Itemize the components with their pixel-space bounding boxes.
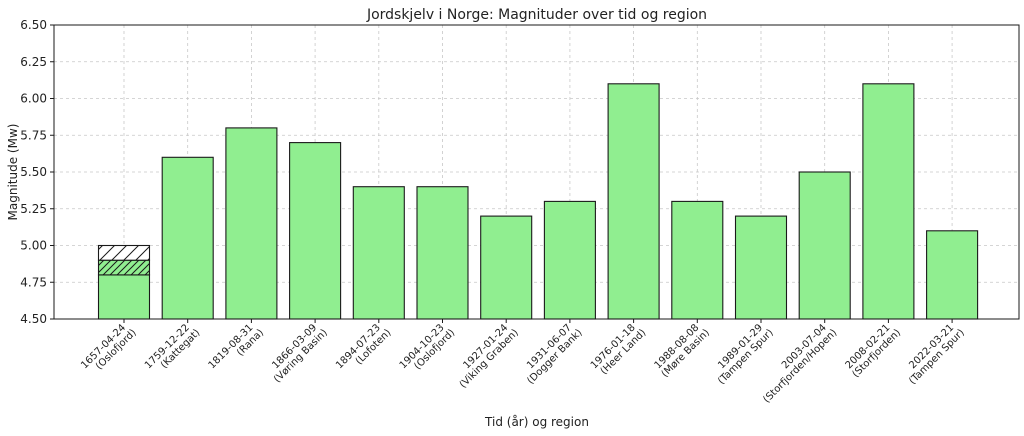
x-tick-labels: 1657-04-24(Oslofjord) 1759-12-22(Kattegat… (79, 319, 967, 405)
x-tick-label: 1988-08-08(Møre Basin) (653, 322, 713, 379)
bar (352, 186, 405, 320)
bar (926, 230, 979, 320)
bars-group (97, 83, 979, 320)
y-tick-label: 5.00 (20, 239, 47, 253)
x-tick-label: 1819-08-31(Rana) (207, 322, 267, 371)
x-tick-label: 1904-10-23(Oslofjord) (398, 322, 458, 372)
uncertainty-group (97, 244, 151, 276)
bar (671, 200, 724, 320)
y-tick-label: 6.25 (20, 55, 47, 69)
bar (798, 171, 851, 320)
bar (607, 83, 660, 320)
x-tick-label: 1927-01-24(Viking Graben) (458, 322, 521, 390)
x-tick-label: 2008-02-21(Storfjorden) (844, 322, 904, 380)
y-tick-label: 6.00 (20, 92, 47, 106)
y-axis-label: Magnitude (Mw) (6, 124, 20, 221)
x-tick-label: 1989-01-29(Tampen Spur) (716, 322, 776, 387)
y-tick-label: 4.75 (20, 275, 47, 289)
uncertainty-band (97, 259, 151, 276)
bar (862, 83, 915, 320)
x-axis-label: Tid (år) og region (484, 415, 589, 429)
x-tick-label: 1657-04-24(Oslofjord) (79, 322, 139, 372)
x-tick-label: 1759-12-22(Kattegat) (143, 322, 203, 371)
x-tick-region: (Storfjorden/Hopen) (761, 327, 839, 405)
bar (289, 142, 342, 320)
plot-frame (53, 24, 1020, 320)
y-tick-label: 4.50 (20, 312, 47, 326)
bar (225, 127, 278, 320)
y-tick-label: 6.50 (20, 18, 47, 32)
x-tick-label: 1866-03-09(Vøring Basin) (270, 322, 330, 385)
chart-title: Jordskjelv i Norge: Magnituder over tid … (366, 7, 707, 23)
bar (480, 215, 533, 320)
bar (416, 186, 469, 320)
y-tick-label: 5.50 (20, 165, 47, 179)
x-tick-label: 1894-07-23(Lofoten) (334, 322, 394, 371)
bar (543, 200, 596, 320)
bar (161, 156, 214, 320)
uncertainty-band (97, 244, 151, 261)
x-tick-label: 1976-01-18(Heer Land) (589, 322, 649, 377)
x-tick-label: 2022-03-21(Tampen Spur) (907, 322, 967, 387)
bar (97, 274, 151, 320)
bar (734, 215, 788, 320)
y-tick-label: 5.75 (20, 128, 47, 142)
x-tick-label: 1931-06-07(Dogger Bank) (525, 322, 585, 386)
y-tick-label: 5.25 (20, 202, 47, 216)
y-tick-labels: 4.50 4.75 5.00 5.25 5.50 5.75 6.00 6.25 6.50 (20, 18, 54, 326)
